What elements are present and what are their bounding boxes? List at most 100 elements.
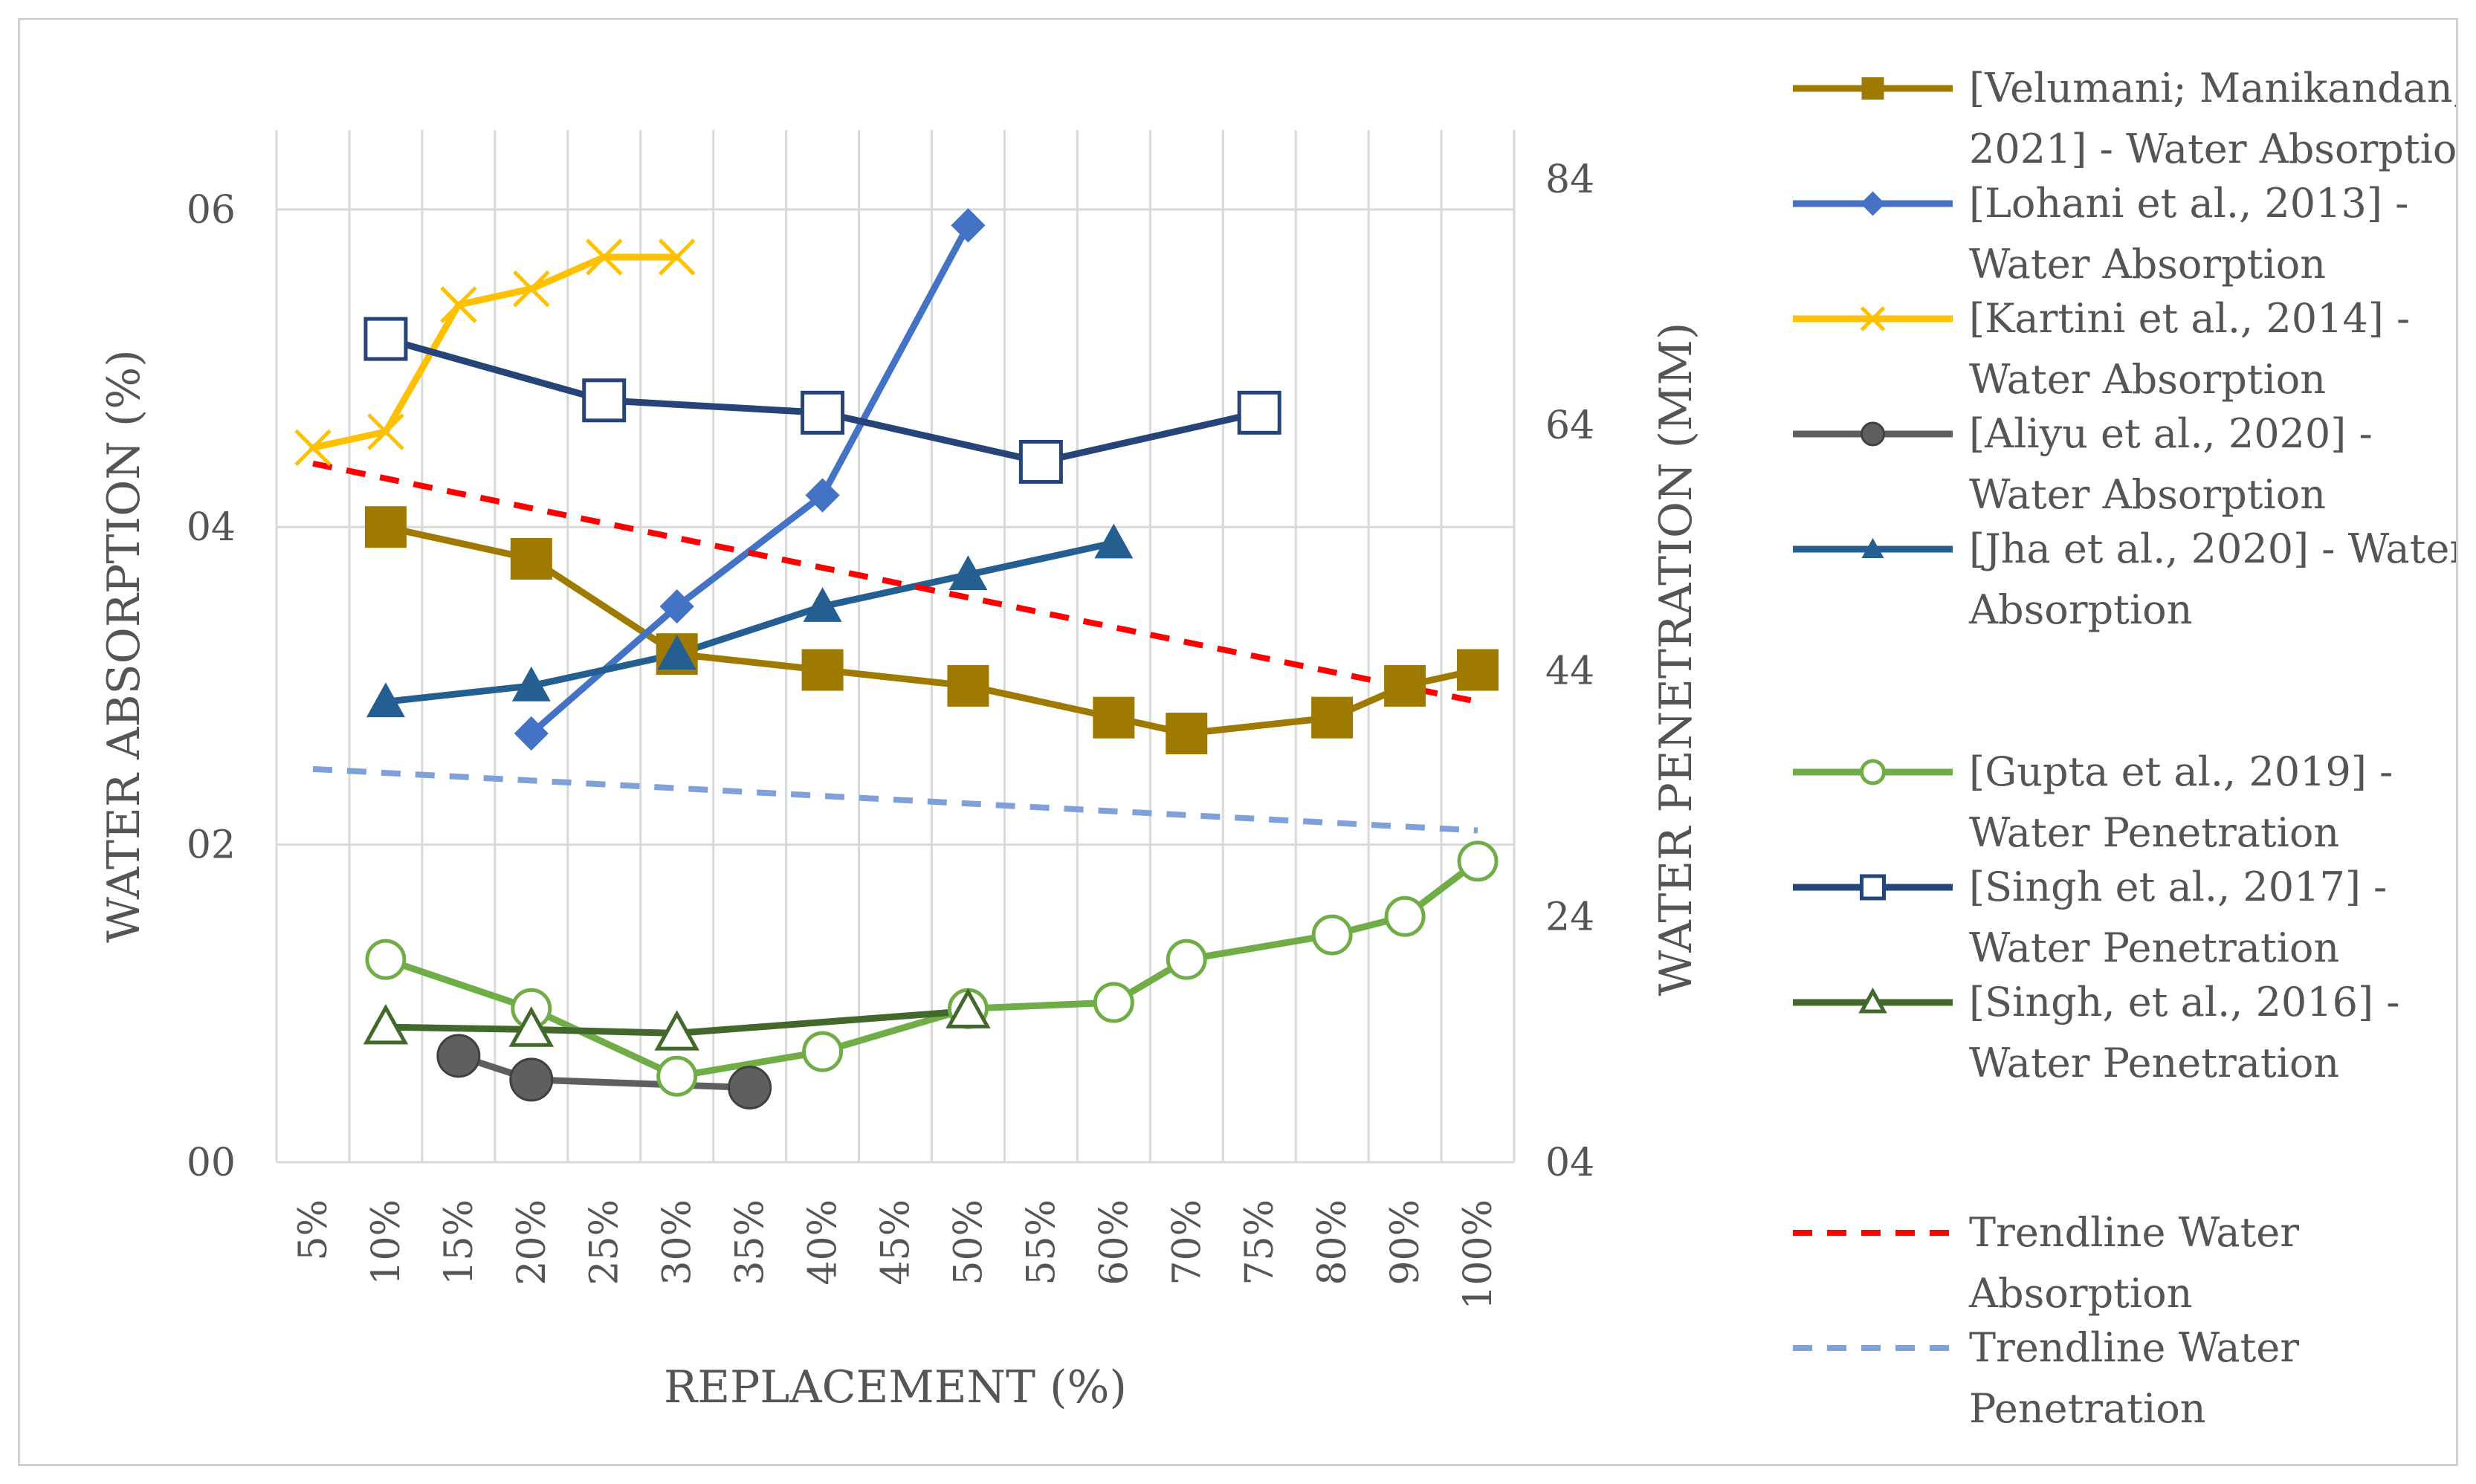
- x-tick-label: 15%: [437, 1199, 482, 1286]
- data-point-marker: [657, 635, 696, 670]
- data-point-marker: [801, 649, 844, 691]
- legend-swatch-marker: [1858, 987, 1887, 1014]
- legend-entry-text: Absorption: [1968, 586, 2192, 633]
- data-point-marker: [1311, 696, 1354, 739]
- data-point-marker: [511, 666, 551, 702]
- data-point-marker: [1166, 713, 1208, 755]
- data-point-marker: [514, 716, 549, 751]
- y-right-tick-label: 04: [1545, 1141, 1594, 1185]
- legend-entry-text: Water Absorption: [1969, 356, 2326, 403]
- legend-swatch-marker: [1861, 421, 1885, 447]
- series-line-1: [528, 221, 972, 737]
- legend-entry-text: 2021] - Water Absorption: [1969, 126, 2456, 172]
- series-line-7: [382, 1008, 972, 1037]
- data-point-marker: [508, 1006, 555, 1047]
- data-point-marker: [728, 1066, 772, 1110]
- line-chart: 00 02 04 06 04 24 44 64 84 5% 10% 15% 20% 25% 30% 35% 40…: [98, 65, 2456, 1432]
- x-tick-label: 30%: [656, 1199, 700, 1286]
- legend-swatch-marker: [1861, 538, 1884, 558]
- x-tick-label: 60%: [1092, 1199, 1137, 1286]
- data-point-marker: [513, 270, 550, 308]
- data-point-marker: [951, 208, 986, 243]
- gridlines: [275, 130, 1516, 1164]
- series-line-0: [382, 523, 1481, 737]
- x-tick-label: 90%: [1383, 1199, 1428, 1286]
- data-point-marker: [1457, 649, 1499, 691]
- x-tick-label: 100%: [1456, 1199, 1501, 1310]
- series-markers: [294, 208, 1499, 1110]
- data-point-marker: [1166, 939, 1207, 980]
- legend-swatch-marker: [1860, 874, 1886, 901]
- legend-swatch-marker: [1860, 759, 1886, 785]
- y-left-tick-label: 04: [187, 505, 236, 550]
- data-point-marker: [1237, 390, 1281, 435]
- legend-entry-text: Water Penetration: [1969, 924, 2339, 971]
- y-right-tick-label: 84: [1545, 158, 1594, 202]
- legend-entry-text: Water Absorption: [1969, 241, 2326, 288]
- legend-entry-text: Trendline Water: [1969, 1209, 2299, 1256]
- data-point-marker: [294, 429, 332, 467]
- x-tick-label: 40%: [801, 1199, 846, 1286]
- data-point-marker: [440, 286, 477, 323]
- legend-entry-text: [Gupta et al., 2019] -: [1969, 748, 2393, 795]
- data-point-marker: [363, 1003, 409, 1045]
- data-point-marker: [946, 988, 991, 1028]
- data-point-marker: [801, 390, 845, 435]
- x-tick-label: 80%: [1310, 1199, 1355, 1286]
- data-point-marker: [654, 1010, 699, 1051]
- data-point-marker: [582, 378, 627, 423]
- data-point-marker: [1018, 439, 1063, 484]
- y-left-tick-label: 02: [187, 823, 236, 868]
- data-point-marker: [803, 587, 842, 622]
- series-line-4: [382, 540, 1117, 705]
- legend-entry-text: [Kartini et al., 2014] -: [1969, 295, 2410, 342]
- legend-entry-text: Absorption: [1968, 1270, 2192, 1317]
- data-point-marker: [947, 664, 989, 707]
- data-point-marker: [805, 478, 840, 513]
- x-tick-label: 75%: [1238, 1199, 1282, 1286]
- y-left-axis-title: WATER ABSORPTION (%): [98, 349, 150, 942]
- series-line-9: [312, 765, 1478, 834]
- x-tick-label: 70%: [1165, 1199, 1209, 1286]
- data-point-marker: [659, 589, 694, 624]
- y-left-tick-label: 00: [187, 1141, 236, 1185]
- data-point-marker: [1384, 664, 1426, 707]
- legend-entry-text: [Singh, et al., 2016] -: [1969, 979, 2399, 1025]
- legend-entry-text: [Aliyu et al., 2020] -: [1969, 410, 2373, 457]
- data-point-marker: [658, 239, 696, 276]
- legend-entry-text: Water Penetration: [1969, 809, 2339, 856]
- data-point-marker: [509, 1057, 554, 1102]
- data-point-marker: [366, 682, 405, 718]
- x-tick-label: 50%: [946, 1199, 991, 1286]
- legend-swatch-marker: [1860, 306, 1886, 331]
- data-point-marker: [1094, 523, 1134, 559]
- data-point-marker: [802, 1031, 844, 1072]
- legend-entry-text: [Velumani; Manikandan,: [1969, 65, 2456, 111]
- data-point-marker: [656, 1055, 698, 1097]
- series-line-5: [382, 858, 1481, 1080]
- x-tick-label: 35%: [728, 1199, 773, 1286]
- data-point-marker: [365, 939, 407, 980]
- legend-entry-text: [Singh et al., 2017] -: [1969, 863, 2387, 910]
- data-point-marker: [363, 317, 408, 361]
- y-right-tick-label: 44: [1545, 649, 1594, 694]
- data-point-marker: [1093, 696, 1135, 739]
- axes: 00 02 04 06 04 24 44 64 84 5% 10% 15% 20% 25% 30% 35% 40…: [98, 158, 1702, 1413]
- data-point-marker: [585, 239, 623, 276]
- x-tick-label: 10%: [364, 1199, 409, 1286]
- series-line-2: [309, 253, 681, 451]
- x-tick-label: 45%: [874, 1199, 919, 1286]
- data-point-marker: [1457, 840, 1499, 882]
- data-point-marker: [367, 413, 404, 450]
- legend-entry-text: Water Absorption: [1969, 471, 2326, 518]
- chart-frame: 00 02 04 06 04 24 44 64 84 5% 10% 15% 20% 25% 30% 35% 40…: [18, 18, 2458, 1466]
- legend: [Velumani; Manikandan, 2021] - Water Abso…: [1793, 65, 2456, 1432]
- x-axis-title: REPLACEMENT (%): [664, 1361, 1127, 1413]
- data-point-marker: [436, 1034, 481, 1078]
- data-point-marker: [1384, 895, 1426, 937]
- legend-swatch-marker: [1861, 77, 1884, 100]
- y-right-tick-label: 24: [1545, 895, 1594, 939]
- legend-entry-text: [Lohani et al., 2013] -: [1969, 180, 2408, 227]
- data-point-marker: [364, 506, 407, 548]
- y-left-tick-label: 06: [187, 188, 236, 233]
